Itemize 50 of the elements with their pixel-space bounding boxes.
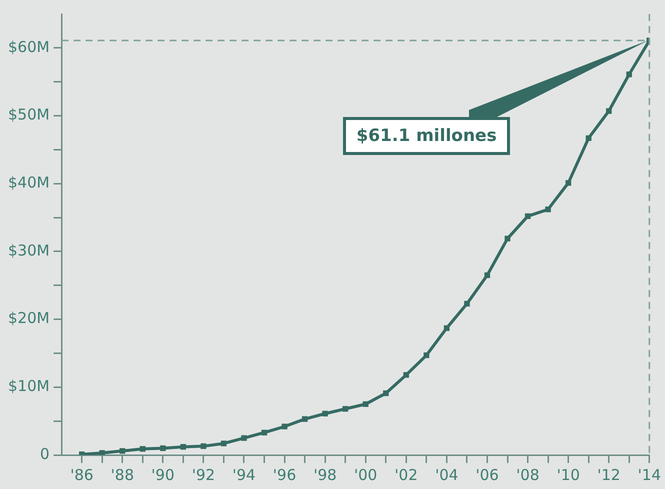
point xyxy=(220,440,227,446)
point xyxy=(200,443,206,450)
point xyxy=(484,272,490,278)
x-tick-label: '06 xyxy=(476,466,499,484)
point xyxy=(362,401,368,407)
x-tick-label: '02 xyxy=(394,466,418,484)
point xyxy=(464,300,470,307)
point xyxy=(342,406,348,412)
point xyxy=(241,435,247,441)
x-tick-label: '88 xyxy=(110,466,134,484)
y-tick-label: $40M xyxy=(8,174,50,192)
x-tick-label: '96 xyxy=(272,466,296,484)
point xyxy=(524,213,531,220)
x-tick-label: '08 xyxy=(516,466,540,484)
point xyxy=(140,446,146,452)
point xyxy=(302,416,308,422)
point xyxy=(282,424,288,430)
y-tick-label: $50M xyxy=(8,106,50,124)
y-tick-label: $60M xyxy=(8,38,50,56)
x-tick-label: '86 xyxy=(70,466,94,484)
annotation: $61.1 millones xyxy=(343,117,510,156)
point xyxy=(606,108,612,114)
point xyxy=(565,180,572,186)
x-tick-label: '12 xyxy=(597,466,620,484)
point xyxy=(99,450,105,455)
x-tick-label: '14 xyxy=(638,466,662,484)
x-tick-label: '00 xyxy=(354,466,378,484)
point xyxy=(444,325,450,331)
point xyxy=(626,72,632,78)
x-tick-label: '94 xyxy=(232,466,256,484)
y-tick-label: $20M xyxy=(8,309,50,328)
point xyxy=(504,236,510,242)
point xyxy=(180,444,186,450)
y-tick-label: 0 xyxy=(40,444,50,463)
x-tick-label: '04 xyxy=(435,466,458,484)
x-tick-label: '98 xyxy=(313,466,337,484)
point xyxy=(545,206,551,212)
x-tick-label: '90 xyxy=(151,466,175,484)
point xyxy=(160,445,166,452)
y-tick-label: $10M xyxy=(8,377,50,396)
y-tick-label: $30M xyxy=(8,241,50,260)
point xyxy=(586,135,592,141)
point xyxy=(403,372,409,378)
point xyxy=(383,390,389,396)
point xyxy=(424,352,430,358)
x-tick-label: '92 xyxy=(192,466,216,484)
point xyxy=(322,410,328,416)
x-tick-label: '10 xyxy=(556,466,580,484)
point xyxy=(120,448,126,454)
point xyxy=(261,430,268,436)
